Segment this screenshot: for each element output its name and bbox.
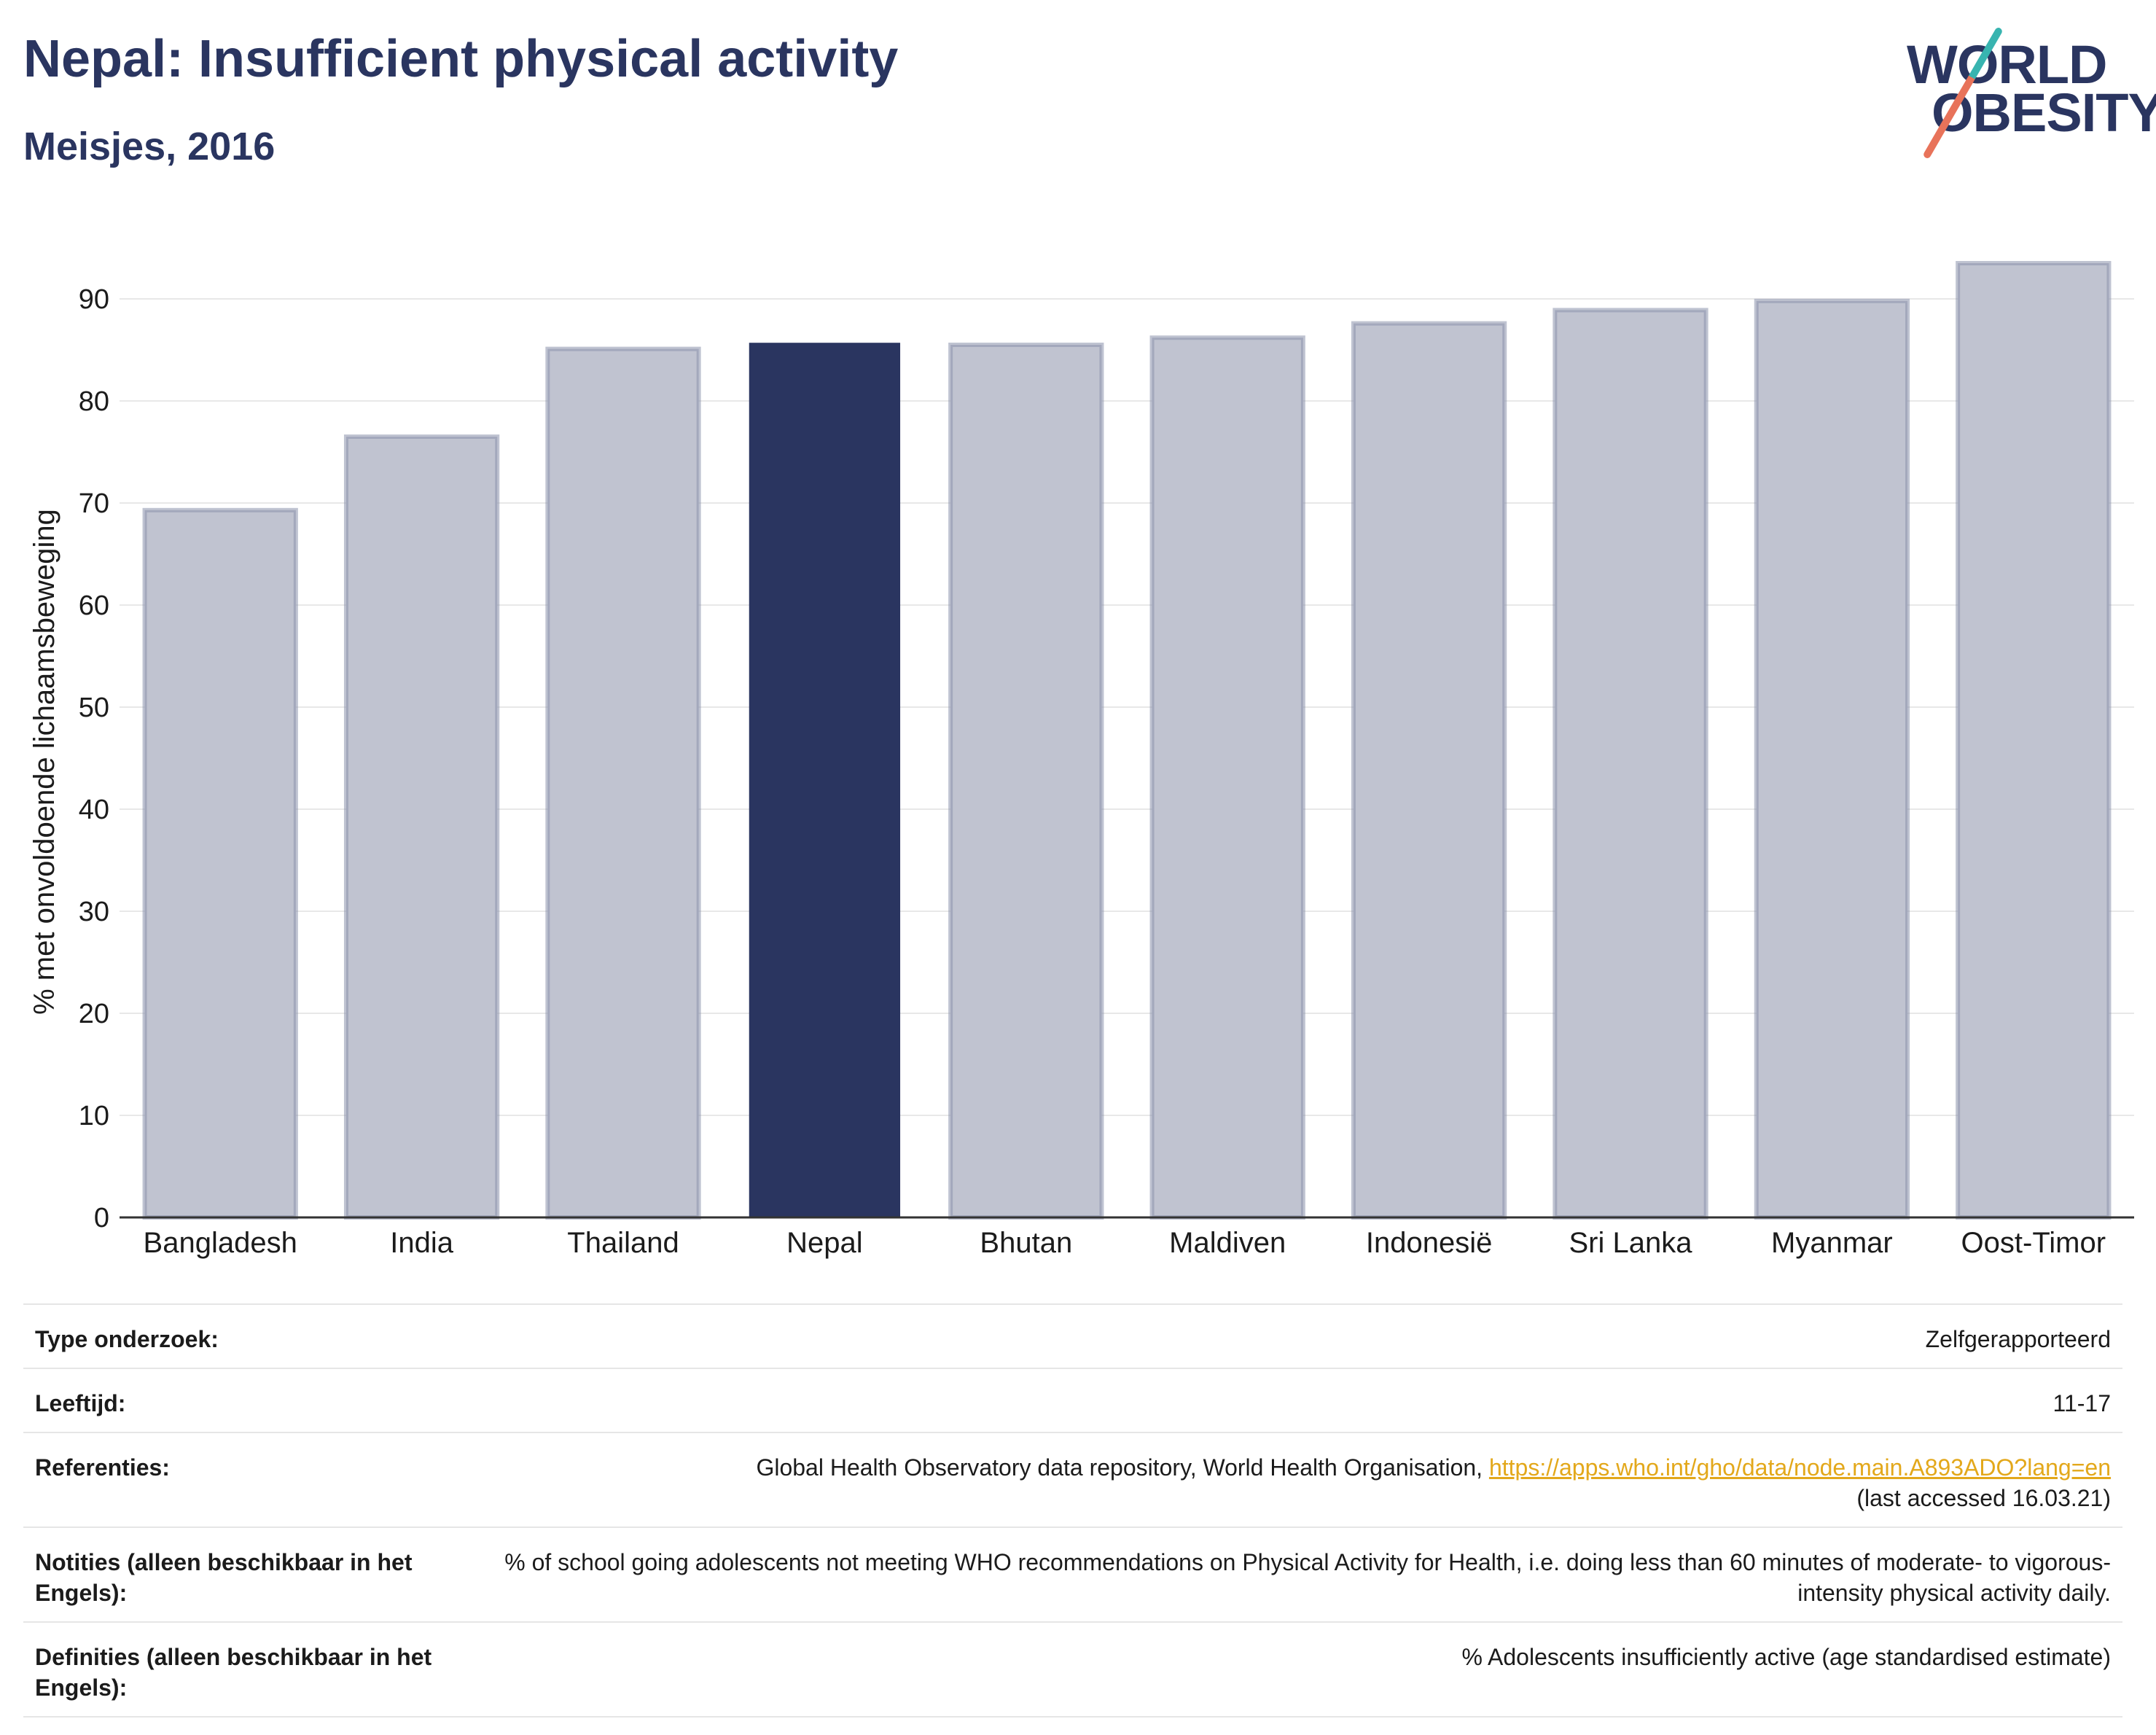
chart-title: Nepal: Insufficient physical activity (23, 30, 899, 88)
references-label: Referenties: (35, 1454, 170, 1481)
y-tick-label: 20 (79, 999, 109, 1029)
x-tick-label: Nepal (786, 1227, 863, 1259)
logo-line-obesity: OBESITY (1932, 82, 2156, 143)
x-tick-label: Maldiven (1169, 1227, 1286, 1259)
bars (142, 261, 2112, 1220)
info-row-references: Referenties: Global Health Observatory d… (23, 1432, 2122, 1527)
survey-type-value: Zelfgerapporteerd (1925, 1326, 2111, 1352)
bar-india[interactable] (343, 434, 500, 1220)
bar-thailand[interactable] (545, 346, 701, 1220)
y-axis-title: % met onvoldoende lichaamsbeweging (28, 509, 60, 1015)
references-value: Global Health Observatory data repositor… (487, 1452, 2111, 1513)
x-tick-label: Bhutan (980, 1227, 1072, 1259)
x-tick-label: Myanmar (1771, 1227, 1893, 1259)
y-tick-label: 60 (79, 590, 109, 621)
bar-bhutan[interactable] (948, 343, 1104, 1220)
bar-bangladesh[interactable] (142, 507, 298, 1220)
references-text: Global Health Observatory data repositor… (756, 1454, 1489, 1481)
x-tick-label: Indonesië (1366, 1227, 1492, 1259)
y-axis-ticks: 0 10 20 30 40 50 60 70 80 90 (79, 284, 109, 1233)
info-row-age: Leeftijd: 11-17 (23, 1368, 2122, 1432)
y-tick-label: 50 (79, 693, 109, 723)
y-tick-label: 0 (94, 1203, 109, 1233)
notes-value: % of school going adolescents not meetin… (504, 1549, 2111, 1606)
info-row-survey-type: Type onderzoek: Zelfgerapporteerd (23, 1303, 2122, 1368)
logo-line-world: WORLD (1907, 34, 2107, 95)
references-accessed: (last accessed 16.03.21) (1856, 1485, 2111, 1511)
info-row-definitions: Definities (alleen beschikbaar in het En… (23, 1621, 2122, 1718)
x-axis-labels: Bangladesh India Thailand Nepal Bhutan Maldiv… (144, 1227, 2106, 1259)
bar-myanmar[interactable] (1754, 298, 1910, 1220)
references-link[interactable]: https://apps.who.int/gho/data/node.main.… (1488, 1454, 2111, 1481)
definitions-label: Definities (alleen beschikbaar in het En… (35, 1644, 432, 1701)
y-tick-label: 70 (79, 488, 109, 519)
y-tick-label: 30 (79, 897, 109, 927)
y-tick-label: 10 (79, 1101, 109, 1131)
bar-nepal[interactable] (749, 343, 901, 1218)
chart-subtitle: Meisjes, 2016 (23, 125, 276, 168)
bar-indonesi-[interactable] (1351, 321, 1507, 1220)
bar-maldiven[interactable] (1149, 335, 1305, 1220)
bar-oost-timor[interactable] (1956, 261, 2112, 1220)
y-tick-label: 40 (79, 795, 109, 825)
x-tick-label: Sri Lanka (1569, 1227, 1693, 1259)
y-tick-label: 90 (79, 284, 109, 315)
definitions-value: % Adolescents insufficiently active (age… (1461, 1644, 2111, 1670)
info-row-notes: Notities (alleen beschikbaar in het Enge… (23, 1527, 2122, 1621)
x-tick-label: Bangladesh (144, 1227, 297, 1259)
bar-sri-lanka[interactable] (1552, 308, 1708, 1220)
bar-chart: 0 10 20 30 40 50 60 70 80 90 Bangladesh India Thail… (28, 261, 2134, 1259)
y-tick-label: 80 (79, 386, 109, 417)
survey-type-label: Type onderzoek: (35, 1326, 219, 1352)
x-tick-label: India (390, 1227, 453, 1259)
x-tick-label: Thailand (567, 1227, 679, 1259)
age-label: Leeftijd: (35, 1390, 126, 1416)
notes-label: Notities (alleen beschikbaar in het Enge… (35, 1549, 413, 1606)
info-table: Type onderzoek: Zelfgerapporteerd Leefti… (23, 1303, 2122, 1718)
age-value: 11-17 (2053, 1390, 2111, 1416)
x-tick-label: Oost-Timor (1961, 1227, 2106, 1259)
